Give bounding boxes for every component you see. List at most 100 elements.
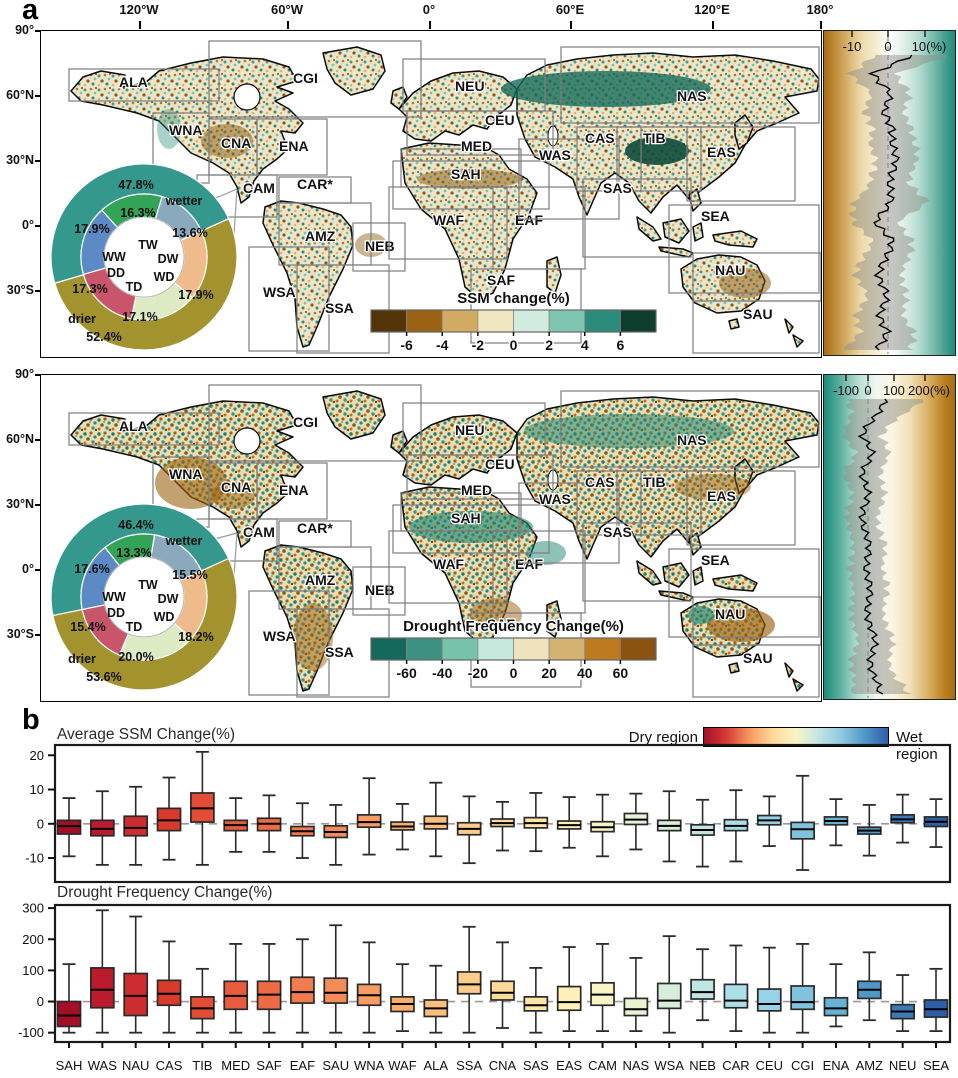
lat-tick-mark [35,290,41,292]
boxplot-ssm-change: 20 10 0 -10 [25,743,952,884]
lat-tick-mark [35,95,41,97]
box-CAM [590,793,615,858]
lat-tick-mark [35,504,41,506]
donut-label: wetter [165,534,203,548]
box-SAH [56,797,82,858]
anomaly-patch [719,268,771,298]
region-box-CGI [208,40,422,118]
region-label-NEU: NEU [455,78,485,94]
box-CNA [490,800,515,852]
box-SAH [56,963,82,1034]
donut-label: DW [158,592,179,606]
region-label-CAS: CAS [585,474,615,490]
region-box-EAS [686,126,796,202]
box-CAR [723,944,749,1033]
legend-wet-label: Wet region [896,729,938,763]
box-MED [223,797,249,853]
region-label-NAU: NAU [715,262,745,278]
region-label-CEU: CEU [485,112,515,128]
region-box-SSA [296,264,390,354]
region-box-SEA [668,548,820,638]
colorbar-tick: 4 [581,337,589,353]
donut-label: 52.4% [86,330,121,344]
region-label-EAF: EAF [515,556,543,572]
region-box-SEA [668,204,820,294]
box-CNA [490,941,515,1029]
donut-label: drier [68,312,96,326]
region-label-WSA: WSA [263,284,296,300]
box-NAS [623,957,649,1033]
region-box-WSA [248,246,330,352]
region-box-CAS [576,126,642,192]
donut-label: 15.4% [70,620,105,634]
box-WSA [656,790,682,863]
region-label-CGI: CGI [293,414,318,430]
region-label-ENA: ENA [279,138,309,154]
donut-label: TD [126,620,143,634]
profile-tick: -100 [833,383,859,398]
box-WAS [89,790,115,866]
colorbar-tick: -40 [432,665,452,681]
colorbar-tick: 0 [510,337,518,353]
anomaly-patch [409,511,533,543]
box-WAF [390,803,415,851]
region-label-NAU: NAU [715,606,745,622]
profile-tick: 200(%) [908,383,950,398]
lon-tick-mark [139,21,141,29]
region-box-SAF [470,268,582,344]
lat-tick-label: 60°N [6,88,34,102]
region-box-SAH [392,504,550,554]
lat-tick-label: 90° [15,23,34,37]
box-SAF [256,794,282,853]
lon-tick-mark [287,21,289,29]
zonal-mean-line [857,398,889,695]
region-label-WSA: WSA [263,628,296,644]
region-label-SAS: SAS [603,180,632,196]
lat-tick-label: 0° [22,562,34,576]
drought-donut: 46.4% wetter 13.3% 15.5% 17.6% 18.2% 20.0% 15.4… [50,503,238,691]
dry-wet-colorbar [703,727,889,747]
donut-label: 20.0% [118,650,153,664]
region-axis-label-WAF: WAF [388,1058,417,1073]
box-SAF [256,943,282,1034]
region-label-CAM: CAM [243,524,275,540]
region-axis-label-WAS: WAS [87,1058,117,1073]
box-SEA [923,967,949,1033]
box-SAS [523,792,549,853]
lat-tick-mark [35,634,41,636]
region-label-MED: MED [461,482,492,498]
region-label-EAF: EAF [515,212,543,228]
anomaly-patch [201,124,253,158]
colorbar-tick: 0 [510,665,518,681]
boxplot-ytick: 0 [37,816,44,831]
donut-label: drier [68,652,96,666]
colorbar-tick: -20 [468,665,488,681]
lat-tick-label: 90° [15,367,34,381]
box-WSA [656,935,682,1034]
box-CEU [756,795,782,847]
donut-label: 18.2% [178,630,213,644]
region-label-SAS: SAS [603,524,632,540]
region-box-CEU [406,454,554,500]
region-label-WAF: WAF [433,556,465,572]
region-label-CAS: CAS [585,130,615,146]
region-box-SAU [692,300,820,354]
region-axis-label-CGI: CGI [791,1058,815,1073]
colorbar-tick: 6 [616,337,624,353]
region-label-NAS: NAS [677,88,707,104]
region-label-WAF: WAF [433,212,465,228]
region-axis-label-CEU: CEU [755,1058,783,1073]
lat-tick-label: 0° [22,218,34,232]
region-box-WSA [248,590,330,696]
profile-tick: 100 [883,383,905,398]
region-label-CNA: CNA [221,479,251,495]
map-colorbar: Drought Frequency Change(%) -60 -40 -20 0 20 4… [370,617,657,683]
anomaly-patch [675,474,751,500]
region-boxes: ALA CGI WNA CNA ENA CAM CAR* AMZ NEB WSA SSA NEU CEU… [68,384,821,698]
region-axis-label-CAR: CAR [722,1058,750,1073]
box-SSA [456,795,482,865]
donut-label: 17.3% [72,282,107,296]
donut-label: 13.6% [172,226,207,240]
donut-label: 46.4% [118,518,153,532]
